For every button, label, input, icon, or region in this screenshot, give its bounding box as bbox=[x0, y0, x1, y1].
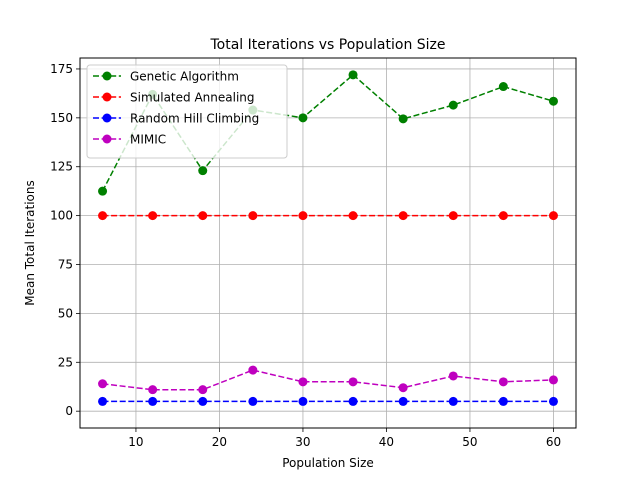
y-axis-label: Mean Total Iterations bbox=[23, 180, 37, 306]
y-tick-label: 75 bbox=[58, 258, 73, 272]
ticks: 10 20 30 40 50 60 0 25 50 75 100 125 150 175 bbox=[50, 62, 561, 449]
plot-frame bbox=[79, 57, 577, 429]
legend-marker bbox=[102, 134, 112, 144]
data-point bbox=[398, 396, 408, 406]
legend-marker bbox=[102, 113, 112, 123]
data-point bbox=[498, 82, 508, 92]
data-point bbox=[98, 396, 108, 406]
data-point bbox=[498, 377, 508, 387]
y-tick-label: 100 bbox=[50, 209, 73, 223]
data-point bbox=[398, 211, 408, 221]
data-point bbox=[348, 396, 358, 406]
x-tick-label: 20 bbox=[212, 435, 227, 449]
data-point bbox=[198, 396, 208, 406]
y-tick-label: 175 bbox=[50, 62, 73, 76]
data-point bbox=[348, 211, 358, 221]
data-point bbox=[498, 211, 508, 221]
legend-label: Random Hill Climbing bbox=[130, 112, 259, 126]
data-point bbox=[298, 113, 308, 123]
legend: Genetic Algorithm Simulated Annealing Rand… bbox=[86, 64, 288, 159]
data-point bbox=[548, 211, 558, 221]
x-tick-label: 10 bbox=[128, 435, 143, 449]
data-point bbox=[98, 186, 108, 196]
data-point bbox=[198, 385, 208, 395]
data-point bbox=[448, 396, 458, 406]
legend-marker bbox=[102, 71, 112, 81]
data-point bbox=[548, 96, 558, 106]
data-point bbox=[248, 211, 258, 221]
series-line bbox=[102, 369, 554, 391]
y-tick-label: 125 bbox=[50, 160, 73, 174]
chart-title: Total Iterations vs Population Size bbox=[209, 37, 445, 53]
legend-item: Genetic Algorithm bbox=[93, 70, 239, 84]
data-point bbox=[148, 385, 158, 395]
data-point bbox=[248, 365, 258, 375]
data-point bbox=[548, 396, 558, 406]
data-point bbox=[548, 375, 558, 385]
x-axis-label: Population Size bbox=[282, 456, 374, 470]
data-point bbox=[348, 70, 358, 80]
data-point bbox=[448, 371, 458, 381]
x-tick-label: 40 bbox=[379, 435, 394, 449]
data-point bbox=[98, 379, 108, 389]
legend-label: Simulated Annealing bbox=[130, 91, 255, 105]
x-tick-label: 50 bbox=[462, 435, 477, 449]
legend-marker bbox=[102, 92, 112, 102]
legend-item: MIMIC bbox=[93, 133, 166, 147]
series-mimic bbox=[98, 365, 558, 395]
legend-item: Simulated Annealing bbox=[93, 91, 255, 105]
x-tick-label: 30 bbox=[295, 435, 310, 449]
x-tick-label: 60 bbox=[546, 435, 561, 449]
data-point bbox=[298, 396, 308, 406]
data-point bbox=[198, 166, 208, 176]
data-point bbox=[198, 211, 208, 221]
y-tick-label: 50 bbox=[58, 306, 73, 320]
legend-item: Random Hill Climbing bbox=[93, 112, 259, 126]
data-point bbox=[98, 211, 108, 221]
data-point bbox=[448, 100, 458, 110]
series-line bbox=[101, 73, 554, 192]
data-point bbox=[498, 396, 508, 406]
data-point bbox=[398, 114, 408, 124]
data-point bbox=[348, 377, 358, 387]
data-point bbox=[148, 211, 158, 221]
series-random-hill-climbing bbox=[98, 396, 558, 406]
data-point bbox=[298, 377, 308, 387]
legend-label: Genetic Algorithm bbox=[130, 70, 239, 84]
data-point bbox=[298, 211, 308, 221]
y-tick-label: 0 bbox=[65, 404, 73, 418]
y-tick-label: 150 bbox=[50, 111, 73, 125]
data-point bbox=[248, 396, 258, 406]
data-point bbox=[148, 396, 158, 406]
data-point bbox=[448, 211, 458, 221]
legend-box bbox=[86, 64, 288, 159]
legend-label: MIMIC bbox=[130, 133, 166, 147]
y-tick-label: 25 bbox=[58, 355, 73, 369]
series-simulated-annealing bbox=[98, 211, 558, 221]
data-point bbox=[398, 383, 408, 393]
